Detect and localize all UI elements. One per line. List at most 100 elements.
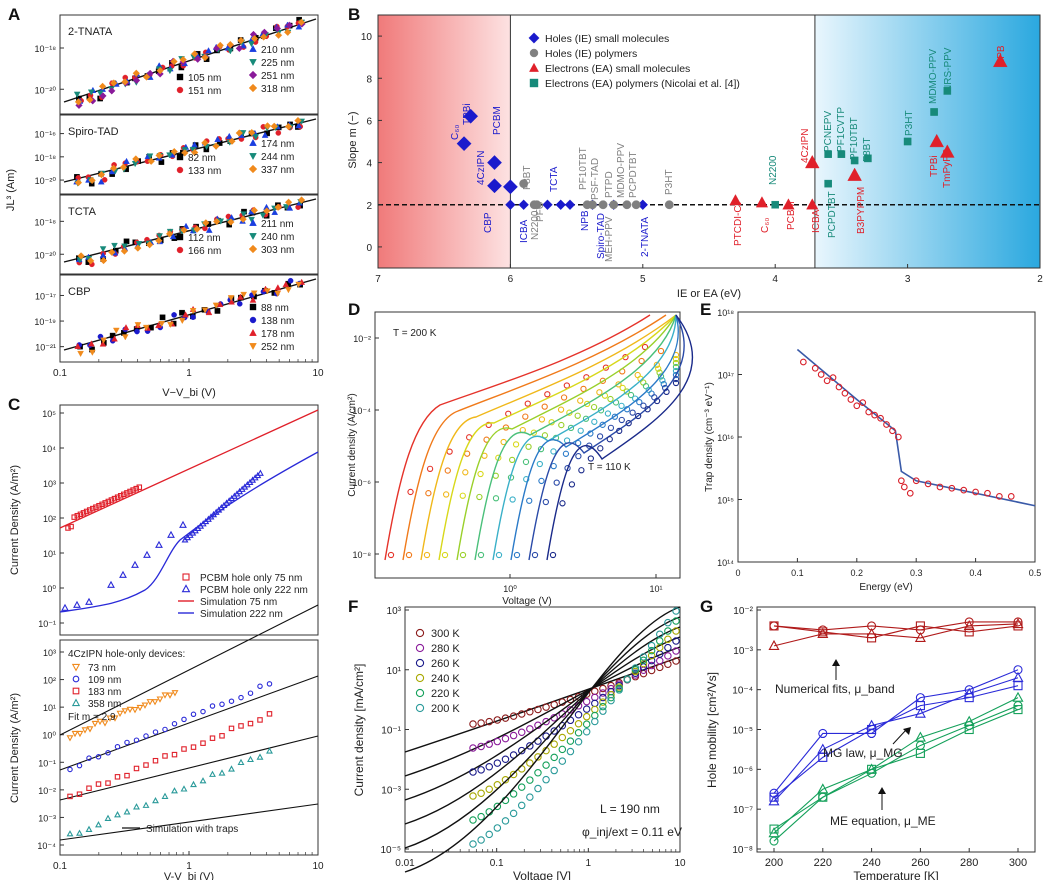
data-point xyxy=(817,371,825,378)
data-point xyxy=(250,206,258,215)
x-axis-label: Temperature [K] xyxy=(853,869,938,880)
data-point xyxy=(647,661,656,670)
data-point xyxy=(584,400,591,408)
point-label: P3HT xyxy=(904,110,915,136)
subplot-title: 2-TNATA xyxy=(68,26,113,38)
data-point xyxy=(263,207,271,215)
shading-red xyxy=(378,15,511,268)
data-point xyxy=(530,429,537,436)
data-point xyxy=(663,388,670,396)
legend-label: 220 K xyxy=(431,688,460,700)
legend-label: 88 nm xyxy=(261,303,289,314)
data-point xyxy=(179,520,187,528)
data-point xyxy=(123,238,130,245)
data-point xyxy=(664,200,674,210)
legend-marker xyxy=(415,688,425,698)
point-label: N2200 xyxy=(530,210,541,240)
point-label: Spiro-TAD xyxy=(596,213,607,259)
data-point xyxy=(493,780,502,789)
legend-label: Holes (IE) small molecules xyxy=(545,33,669,45)
y-axis-label: Hole mobility [cm²/Vs] xyxy=(705,672,719,788)
data-point xyxy=(656,657,664,665)
x-tick-label: 1 xyxy=(586,858,592,869)
data-point xyxy=(219,733,225,739)
data-point xyxy=(209,735,216,741)
data-point xyxy=(444,467,451,474)
data-point xyxy=(86,507,93,513)
data-point xyxy=(915,621,925,631)
y-tick-label: 10¹⁶ xyxy=(717,433,734,443)
data-point xyxy=(534,768,542,777)
axes-frame-E xyxy=(737,311,1036,563)
annotation: MG law, μ_MG xyxy=(823,746,903,760)
y-tick-label: 10⁻⁸ xyxy=(352,550,371,560)
data-point xyxy=(575,439,582,447)
legend-label: 252 nm xyxy=(261,342,294,353)
point-label: 2-TNATA xyxy=(640,216,651,257)
data-point xyxy=(837,150,846,158)
data-point xyxy=(493,824,502,832)
data-point xyxy=(847,396,855,403)
data-point xyxy=(171,721,178,727)
y-tick-label: 10⁻² xyxy=(353,334,371,344)
arrow-head xyxy=(878,787,886,794)
data-point xyxy=(156,66,164,75)
data-point xyxy=(653,361,660,369)
data-point xyxy=(282,204,290,211)
data-point xyxy=(169,233,177,240)
data-point xyxy=(818,728,828,739)
subplot-title: CBP xyxy=(68,286,91,298)
data-point xyxy=(201,307,209,314)
data-point xyxy=(190,711,197,718)
data-point xyxy=(108,248,116,256)
data-point xyxy=(146,699,154,706)
data-point xyxy=(672,355,680,363)
y-tick-label: 10⁻¹⁶ xyxy=(35,130,57,140)
data-point xyxy=(240,211,247,218)
data-point xyxy=(141,702,149,709)
data-point xyxy=(823,377,831,385)
data-point xyxy=(114,743,121,750)
point-label: N2200 xyxy=(768,155,779,185)
data-point xyxy=(555,199,566,210)
data-point xyxy=(574,711,583,719)
data-point xyxy=(566,726,575,735)
data-point xyxy=(190,314,196,320)
data-point xyxy=(532,200,542,210)
data-point xyxy=(559,500,566,507)
data-point xyxy=(456,136,472,152)
data-point xyxy=(88,340,95,347)
data-point xyxy=(591,711,599,720)
data-point xyxy=(606,436,613,443)
data-point xyxy=(582,415,590,422)
data-point xyxy=(672,657,680,665)
data-point xyxy=(865,408,873,416)
data-point xyxy=(162,753,168,759)
y-tick-label: 10¹⁷ xyxy=(718,371,734,381)
data-point xyxy=(111,495,118,502)
data-point xyxy=(469,816,477,824)
data-point xyxy=(672,627,680,635)
data-point xyxy=(142,73,151,81)
data-point xyxy=(285,21,294,29)
legend-label: PCBM hole only 75 nm xyxy=(200,573,302,584)
legend-marker xyxy=(249,138,257,146)
legend-marker xyxy=(248,244,258,254)
x-tick-label: 0.3 xyxy=(910,568,923,578)
data-point xyxy=(575,453,582,460)
data-point xyxy=(76,791,83,797)
legend-label: 82 nm xyxy=(188,153,216,164)
data-point xyxy=(127,488,133,495)
data-point xyxy=(577,427,584,434)
data-point xyxy=(609,200,619,210)
data-point xyxy=(247,690,254,696)
data-point xyxy=(170,147,178,156)
data-point xyxy=(166,692,174,699)
data-point xyxy=(205,226,213,233)
data-point xyxy=(151,699,159,706)
data-point xyxy=(948,484,956,492)
data-point xyxy=(133,765,140,772)
y-tick-label: 8 xyxy=(366,74,372,85)
x-tick-label: 240 xyxy=(862,857,880,869)
